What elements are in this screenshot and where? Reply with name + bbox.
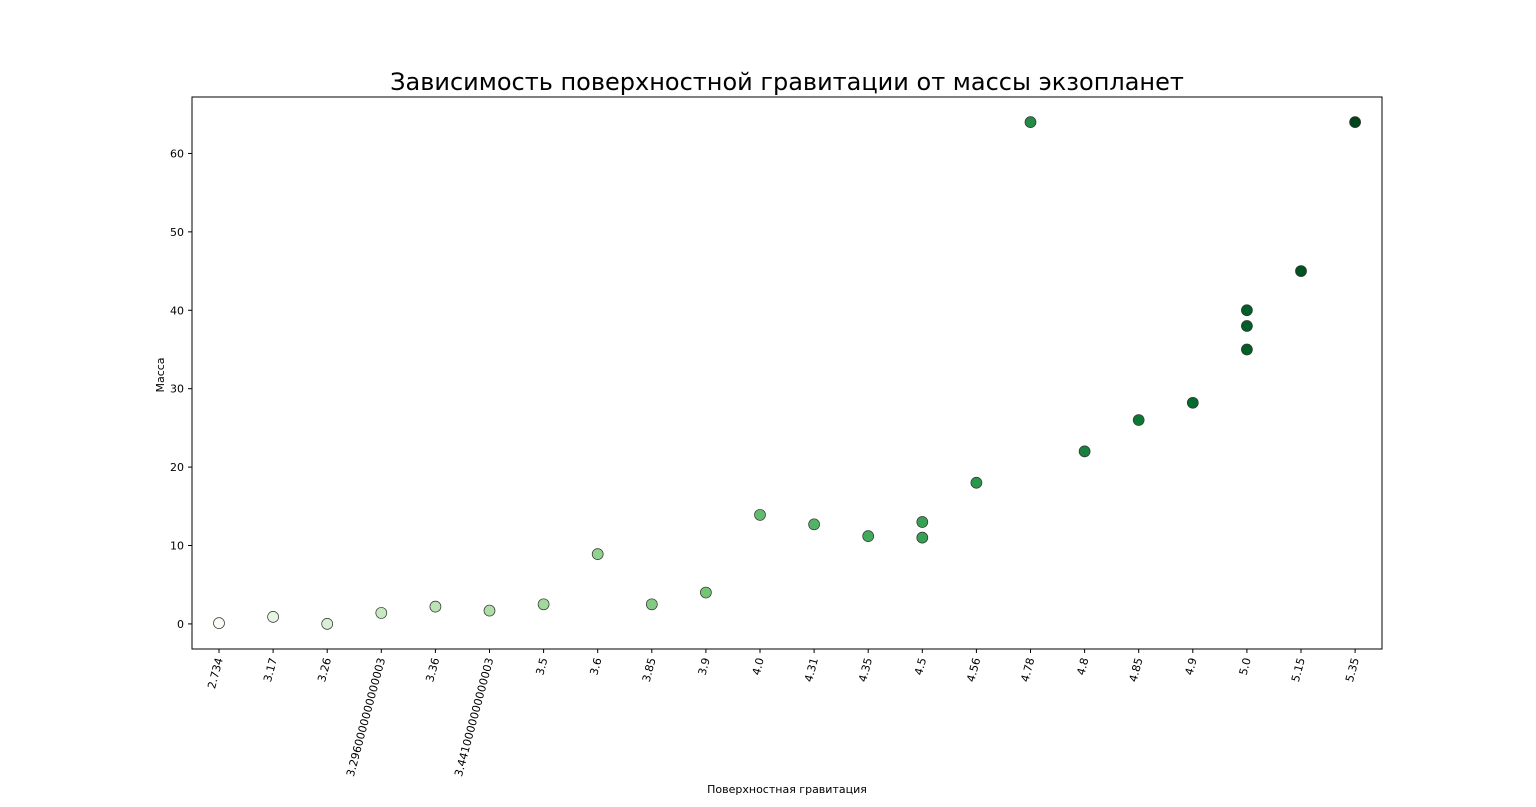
chart-title: Зависимость поверхностной гравитации от …	[390, 68, 1184, 96]
x-tick-label: 3.26	[315, 656, 334, 683]
x-tick-label: 4.31	[802, 656, 821, 683]
data-point	[375, 607, 388, 619]
y-axis: 0 10 20 30 40 50 60	[170, 147, 192, 631]
x-tick-label: 3.9	[696, 656, 713, 676]
data-point	[916, 516, 929, 528]
x-tick-label: 4.35	[856, 656, 875, 683]
data-point	[1186, 396, 1199, 409]
y-tick-label: 60	[170, 147, 184, 160]
x-tick-label: 3.36	[423, 656, 442, 683]
x-tick-label: 3.85	[640, 656, 659, 683]
data-points	[213, 116, 1361, 630]
data-point	[591, 548, 604, 560]
data-point	[754, 509, 766, 521]
x-tick-label: 4.78	[1018, 656, 1037, 683]
x-tick-label: 4.56	[964, 656, 983, 683]
data-point	[808, 518, 820, 531]
x-tick-label: 4.8	[1074, 656, 1091, 676]
y-tick-label: 20	[170, 461, 184, 474]
data-point	[537, 598, 550, 611]
y-tick-label: 50	[170, 226, 184, 239]
data-point	[1241, 320, 1253, 332]
x-tick-label: 5.35	[1343, 656, 1362, 683]
x-tick-label: 3.5	[533, 656, 550, 676]
data-point	[970, 476, 983, 489]
data-point	[429, 600, 442, 613]
y-tick-label: 30	[170, 383, 184, 396]
y-tick-label: 0	[177, 618, 184, 631]
data-point	[213, 617, 225, 629]
x-axis: 2.734 3.17 3.26 3.2960000000000003 3.36 3.441…	[205, 649, 1362, 778]
x-tick-label: 3.6	[588, 656, 605, 676]
data-point	[321, 618, 334, 630]
y-tick-label: 40	[170, 304, 184, 317]
x-tick-label: 4.0	[750, 656, 767, 676]
data-point	[1024, 116, 1037, 128]
data-point	[1132, 414, 1145, 426]
plot-area	[191, 96, 1383, 650]
data-point	[483, 604, 496, 617]
data-point	[1078, 445, 1091, 458]
data-point	[862, 530, 875, 542]
x-tick-label: 5.15	[1289, 656, 1308, 683]
x-tick-label: 4.85	[1127, 656, 1146, 683]
x-tick-label: 4.9	[1183, 656, 1200, 676]
plot-frame	[191, 96, 1383, 650]
data-point	[700, 586, 712, 599]
x-tick-label: 4.5	[912, 656, 929, 676]
x-tick-label: 5.0	[1237, 656, 1254, 676]
data-point	[916, 531, 929, 544]
data-point	[645, 598, 658, 611]
x-axis-label: Поверхностная гравитация	[707, 783, 867, 796]
y-tick-label: 10	[170, 540, 184, 553]
data-point	[267, 611, 279, 623]
data-point	[1241, 304, 1253, 317]
data-point	[1295, 265, 1307, 277]
y-axis-label: Масса	[154, 357, 167, 392]
x-tick-label: 3.2960000000000003	[344, 656, 388, 778]
data-point	[1241, 343, 1253, 356]
x-tick-label: 3.4410000000000003	[452, 656, 496, 778]
x-tick-label: 3.17	[261, 656, 280, 683]
x-tick-label: 2.734	[205, 656, 226, 690]
data-point	[1349, 116, 1361, 128]
